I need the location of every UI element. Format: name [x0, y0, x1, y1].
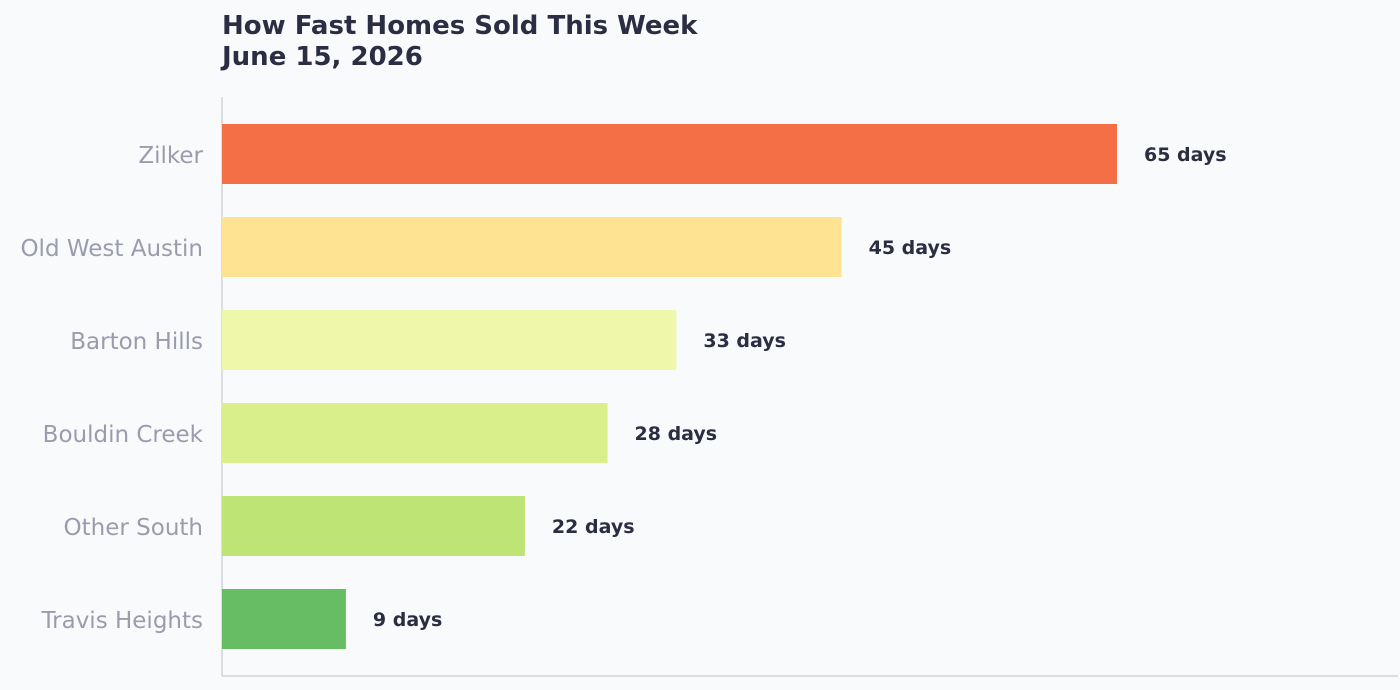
category-label: Other South	[64, 515, 203, 541]
bar-travis-heights	[222, 589, 346, 649]
bar-bouldin-creek	[222, 403, 608, 463]
value-label: 22 days	[552, 516, 635, 538]
value-label: 28 days	[635, 423, 718, 445]
value-label: 9 days	[373, 609, 442, 631]
chart-subtitle: June 15, 2026	[222, 42, 423, 72]
category-label: Barton Hills	[70, 329, 203, 355]
bar-other-south	[222, 496, 525, 556]
chart-title: How Fast Homes Sold This Week	[222, 11, 698, 41]
value-label: 65 days	[1144, 144, 1227, 166]
category-label: Zilker	[138, 143, 203, 169]
category-label: Travis Heights	[40, 608, 203, 634]
category-label: Bouldin Creek	[43, 422, 204, 448]
category-label: Old West Austin	[20, 236, 203, 262]
bar-zilker	[222, 124, 1117, 184]
bar-old-west-austin	[222, 217, 842, 277]
value-label: 33 days	[703, 330, 786, 352]
value-label: 45 days	[869, 237, 952, 259]
bar-barton-hills	[222, 310, 677, 370]
